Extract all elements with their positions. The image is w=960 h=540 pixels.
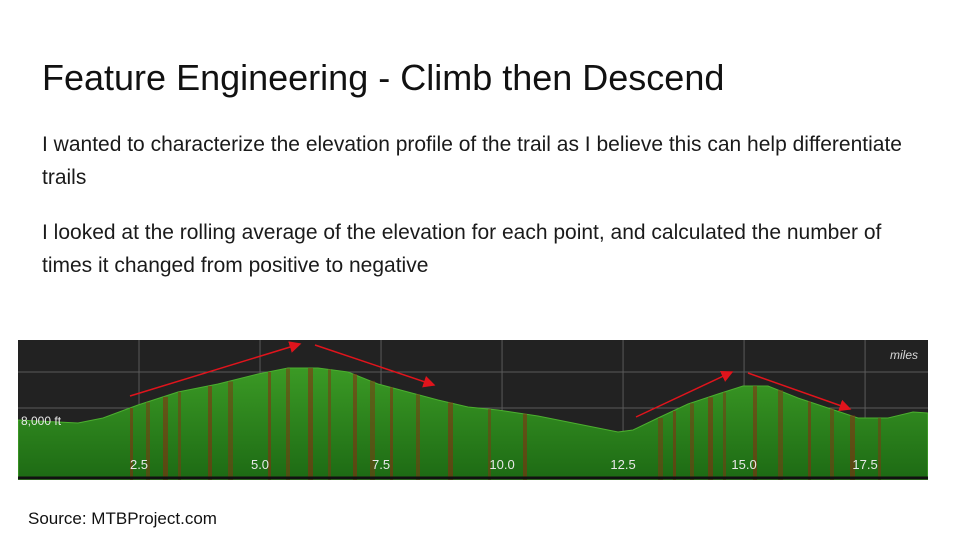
x-tick-label: 12.5 (610, 457, 635, 472)
grade-stripe (353, 374, 357, 480)
grade-stripe (708, 397, 713, 480)
descend-arrow-1 (314, 344, 436, 388)
grade-stripe (690, 403, 694, 480)
grade-stripe (178, 392, 181, 480)
grade-stripe (286, 368, 290, 480)
grade-stripe (416, 394, 420, 480)
elevation-chart-svg: 8,000 ft miles 2.5 5.0 7.5 10.0 12.5 15.0 17.5 (18, 340, 928, 480)
elevation-area (18, 367, 928, 480)
grade-stripe (878, 418, 881, 480)
grade-stripe (830, 408, 834, 480)
grade-stripe (448, 402, 453, 480)
grade-stripe (308, 368, 313, 480)
source-citation: Source: MTBProject.com (28, 509, 217, 528)
grade-stripe (753, 386, 757, 480)
paragraph-rolling-average: I looked at the rolling average of the e… (42, 221, 882, 277)
slide-title: Feature Engineering - Climb then Descend (42, 57, 725, 98)
grade-stripe (130, 407, 133, 480)
climb-arrow-2 (635, 371, 734, 418)
grade-stripe (228, 381, 233, 480)
climb-arrow-1 (129, 341, 302, 397)
grade-stripe (658, 418, 663, 480)
grade-stripe (488, 409, 491, 480)
grade-stripe (390, 387, 393, 480)
grade-stripe (328, 369, 331, 480)
grade-stripe (208, 386, 212, 480)
grade-stripe (778, 390, 783, 480)
elevation-profile-chart: 8,000 ft miles 2.5 5.0 7.5 10.0 12.5 15.0 17.5 (18, 340, 928, 480)
grade-stripe (850, 415, 855, 480)
x-tick-label: 7.5 (372, 457, 390, 472)
grade-stripe (268, 372, 271, 480)
x-tick-label: 2.5 (130, 457, 148, 472)
y-axis-label: 8,000 ft (21, 414, 62, 428)
grade-stripe (723, 392, 726, 480)
grade-stripe (673, 411, 676, 480)
x-tick-label: 15.0 (731, 457, 756, 472)
grade-stripe (523, 413, 527, 480)
grade-stripe (370, 380, 375, 480)
paragraph-elevation-profile: I wanted to characterize the elevation p… (42, 133, 902, 189)
x-tick-label: 10.0 (489, 457, 514, 472)
unit-label: miles (890, 348, 918, 362)
x-tick-label: 17.5 (852, 457, 877, 472)
grade-stripe (808, 401, 811, 480)
grade-stripe (146, 402, 150, 480)
x-tick-label: 5.0 (251, 457, 269, 472)
descend-arrow-2 (747, 372, 852, 412)
grade-stripe (163, 396, 168, 480)
